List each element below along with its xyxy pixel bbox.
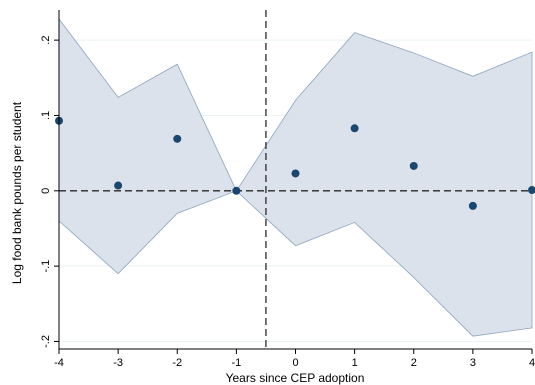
y-tick-label: .1 bbox=[40, 111, 52, 120]
y-tick-label: 0 bbox=[40, 188, 52, 194]
x-tick-label: -1 bbox=[231, 357, 241, 369]
x-tick-label: 2 bbox=[411, 357, 417, 369]
x-tick-label: 3 bbox=[470, 357, 476, 369]
data-point bbox=[173, 134, 182, 143]
tick-labels: -4 -3 -2 -1 0 1 2 3 4 -.2 -.1 0 .1 .2 bbox=[40, 36, 535, 369]
y-tick-label: -.2 bbox=[40, 335, 52, 348]
data-point bbox=[468, 201, 477, 210]
data-point bbox=[350, 124, 359, 133]
axes bbox=[54, 10, 533, 354]
x-tick-label: 1 bbox=[352, 357, 358, 369]
data-point bbox=[232, 186, 241, 195]
reference-lines bbox=[59, 10, 532, 349]
x-tick-label: -2 bbox=[172, 357, 182, 369]
confidence-band bbox=[58, 17, 533, 337]
x-tick-label: -3 bbox=[113, 357, 123, 369]
x-tick-label: -4 bbox=[54, 357, 64, 369]
x-axis-title: Years since CEP adoption bbox=[226, 371, 365, 385]
y-axis-title: Log food bank pounds per student bbox=[10, 101, 24, 284]
y-tick-label: .2 bbox=[40, 36, 52, 45]
data-point bbox=[528, 186, 535, 195]
y-tick-label: -.1 bbox=[40, 260, 52, 273]
data-points bbox=[55, 116, 535, 210]
confidence-interval-band bbox=[58, 17, 533, 337]
x-tick-label: 0 bbox=[292, 357, 298, 369]
data-point bbox=[114, 181, 123, 190]
x-tick-label: 4 bbox=[529, 357, 535, 369]
data-point bbox=[291, 169, 300, 178]
data-point bbox=[409, 161, 418, 170]
